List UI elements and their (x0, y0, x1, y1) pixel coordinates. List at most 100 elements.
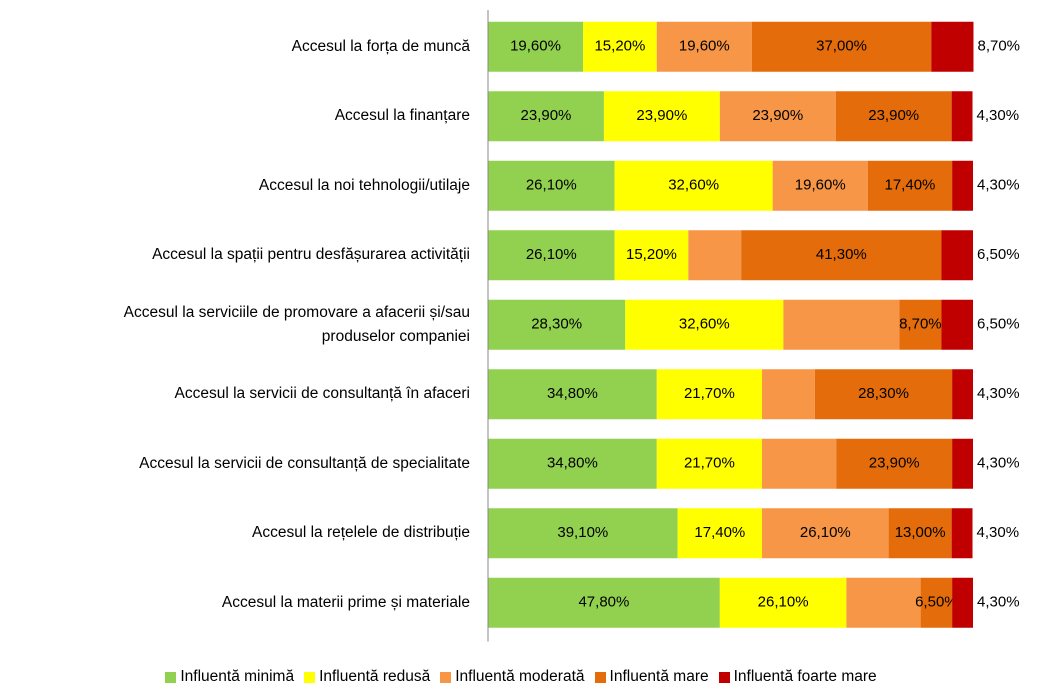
bar-segment (656, 369, 763, 420)
data-label: 34,80% (547, 455, 598, 472)
bar-segment (603, 91, 720, 142)
legend-swatch (165, 671, 177, 683)
data-label: 4,30% (977, 177, 1020, 194)
legend-label: Influentă mare (609, 668, 709, 685)
data-label: 32,60% (679, 316, 730, 333)
data-label: 23,90% (636, 107, 687, 124)
bar-segment (941, 299, 973, 350)
bar-segment (741, 230, 942, 281)
legend-label: Influentă moderată (455, 668, 585, 685)
data-label: 23,90% (869, 455, 920, 472)
bar-segment (814, 369, 953, 420)
data-label: 34,80% (547, 385, 598, 402)
legend-swatch (440, 671, 452, 683)
data-label: 6,50% (977, 246, 1020, 263)
data-label: 17,40% (885, 177, 936, 194)
data-label: 28,30% (531, 316, 582, 333)
data-label: 39,10% (557, 524, 608, 541)
category-label: Accesul la spații pentru desfășurarea ac… (152, 246, 470, 264)
bar-segment (656, 438, 763, 489)
data-label: 15,20% (626, 246, 677, 263)
data-label: 28,30% (858, 385, 909, 402)
data-label: 26,10% (526, 177, 577, 194)
data-label: 21,70% (684, 385, 735, 402)
bar-segment (846, 577, 921, 628)
bar-segment (867, 160, 953, 211)
data-label: 23,90% (868, 107, 919, 124)
data-label: 4,30% (977, 455, 1020, 472)
bar-segment (583, 21, 657, 72)
bar-segment (835, 91, 952, 142)
bar-segment (899, 299, 942, 350)
legend-label: Influentă redusă (319, 668, 431, 685)
category-label: Accesul la servicii de consultanță în af… (174, 385, 470, 403)
data-label: 4,30% (977, 524, 1020, 541)
data-label: 37,00% (816, 38, 867, 55)
data-label: 26,10% (526, 246, 577, 263)
category-label: Accesul la materii prime și materiale (221, 593, 470, 611)
bar-segment (941, 230, 973, 281)
bar-segment (920, 577, 953, 628)
bar-segment (677, 508, 763, 559)
legend-swatch (304, 671, 316, 683)
legend-item: Influentă foarte mare (718, 668, 877, 686)
data-label: 19,60% (795, 177, 846, 194)
bar-segment (614, 230, 689, 281)
data-label: 19,60% (510, 38, 561, 55)
bar-segment (751, 21, 932, 72)
data-label: 19,60% (679, 38, 730, 55)
data-label: 8,70% (899, 316, 942, 333)
data-label: 23,90% (521, 107, 572, 124)
bar-segment (952, 438, 973, 489)
legend-swatch (594, 671, 606, 683)
legend: Influentă minimă Influentă redusă Influent… (0, 668, 1042, 686)
legend-item: Influentă moderată (440, 668, 585, 686)
legend-label: Influentă foarte mare (733, 668, 877, 685)
category-label: Accesul la serviciile de promovare a afa… (123, 303, 470, 345)
bar-segment (488, 160, 615, 211)
bar-segment (719, 91, 836, 142)
bar-segment (719, 577, 847, 628)
bar-segment (762, 369, 815, 420)
data-label: 17,40% (694, 524, 745, 541)
legend-item: Influentă minimă (165, 668, 294, 686)
bar-segment (952, 160, 973, 211)
legend-label: Influentă minimă (180, 668, 295, 685)
bar-segment (625, 299, 784, 350)
data-label: 6,50% (977, 316, 1020, 333)
legend-item: Influentă redusă (304, 668, 430, 686)
bar-segment (488, 91, 604, 142)
data-label: 21,70% (684, 455, 735, 472)
bar-segment (762, 508, 889, 559)
data-label: 4,30% (977, 107, 1020, 124)
data-label: 47,80% (578, 594, 629, 611)
bar-segment (614, 160, 773, 211)
legend-swatch (718, 671, 730, 683)
data-label: 4,30% (977, 385, 1020, 402)
category-label: Accesul la noi tehnologii/utilaje (258, 176, 470, 194)
bar-segment (488, 438, 657, 489)
data-label: 23,90% (752, 107, 803, 124)
bar-segment (888, 508, 952, 559)
legend-item: Influentă mare (594, 668, 709, 686)
bar-segment (488, 369, 657, 420)
data-label: 13,00% (895, 524, 946, 541)
data-label: 4,30% (977, 594, 1020, 611)
category-label: Accesul la forța de muncă (291, 37, 470, 55)
bar-segment (488, 299, 626, 350)
bar-segment (952, 369, 973, 420)
data-label: 26,10% (800, 524, 851, 541)
bar-segment (488, 230, 615, 281)
data-label: 6,50% (915, 594, 958, 611)
data-label: 8,70% (977, 38, 1020, 55)
bar-segment (783, 299, 900, 350)
bar-segment (656, 21, 752, 72)
category-label: Accesul la finanțare (334, 107, 470, 125)
bar-segment (762, 438, 837, 489)
category-label: Accesul la servicii de consultanță de sp… (139, 454, 470, 472)
bar-segment (836, 438, 953, 489)
bar-segment (772, 160, 868, 211)
data-label: 32,60% (668, 177, 719, 194)
